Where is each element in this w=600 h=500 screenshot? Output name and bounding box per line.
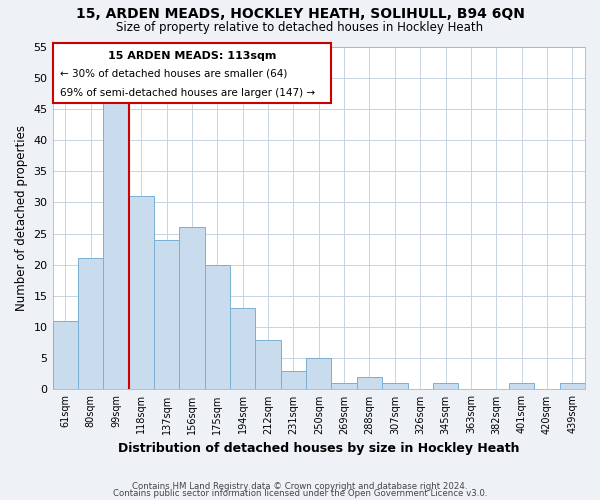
Bar	[382, 383, 407, 390]
Bar	[205, 264, 230, 390]
Bar	[281, 370, 306, 390]
Bar	[230, 308, 256, 390]
Bar	[78, 258, 103, 390]
Bar	[306, 358, 331, 390]
Bar	[179, 228, 205, 390]
Bar	[433, 383, 458, 390]
Bar	[331, 383, 357, 390]
Bar	[128, 196, 154, 390]
Bar	[154, 240, 179, 390]
Text: Contains HM Land Registry data © Crown copyright and database right 2024.: Contains HM Land Registry data © Crown c…	[132, 482, 468, 491]
Y-axis label: Number of detached properties: Number of detached properties	[15, 125, 28, 311]
Bar	[560, 383, 585, 390]
Bar	[509, 383, 534, 390]
Text: Size of property relative to detached houses in Hockley Heath: Size of property relative to detached ho…	[116, 22, 484, 35]
Text: Contains public sector information licensed under the Open Government Licence v3: Contains public sector information licen…	[113, 490, 487, 498]
Text: 15 ARDEN MEADS: 113sqm: 15 ARDEN MEADS: 113sqm	[108, 51, 276, 61]
X-axis label: Distribution of detached houses by size in Hockley Heath: Distribution of detached houses by size …	[118, 442, 520, 455]
Bar	[357, 377, 382, 390]
Text: 69% of semi-detached houses are larger (147) →: 69% of semi-detached houses are larger (…	[60, 88, 315, 99]
Bar	[103, 102, 128, 390]
Bar	[256, 340, 281, 390]
Text: ← 30% of detached houses are smaller (64): ← 30% of detached houses are smaller (64…	[60, 68, 287, 78]
Bar	[53, 44, 331, 102]
Text: 15, ARDEN MEADS, HOCKLEY HEATH, SOLIHULL, B94 6QN: 15, ARDEN MEADS, HOCKLEY HEATH, SOLIHULL…	[76, 8, 524, 22]
Bar	[53, 321, 78, 390]
